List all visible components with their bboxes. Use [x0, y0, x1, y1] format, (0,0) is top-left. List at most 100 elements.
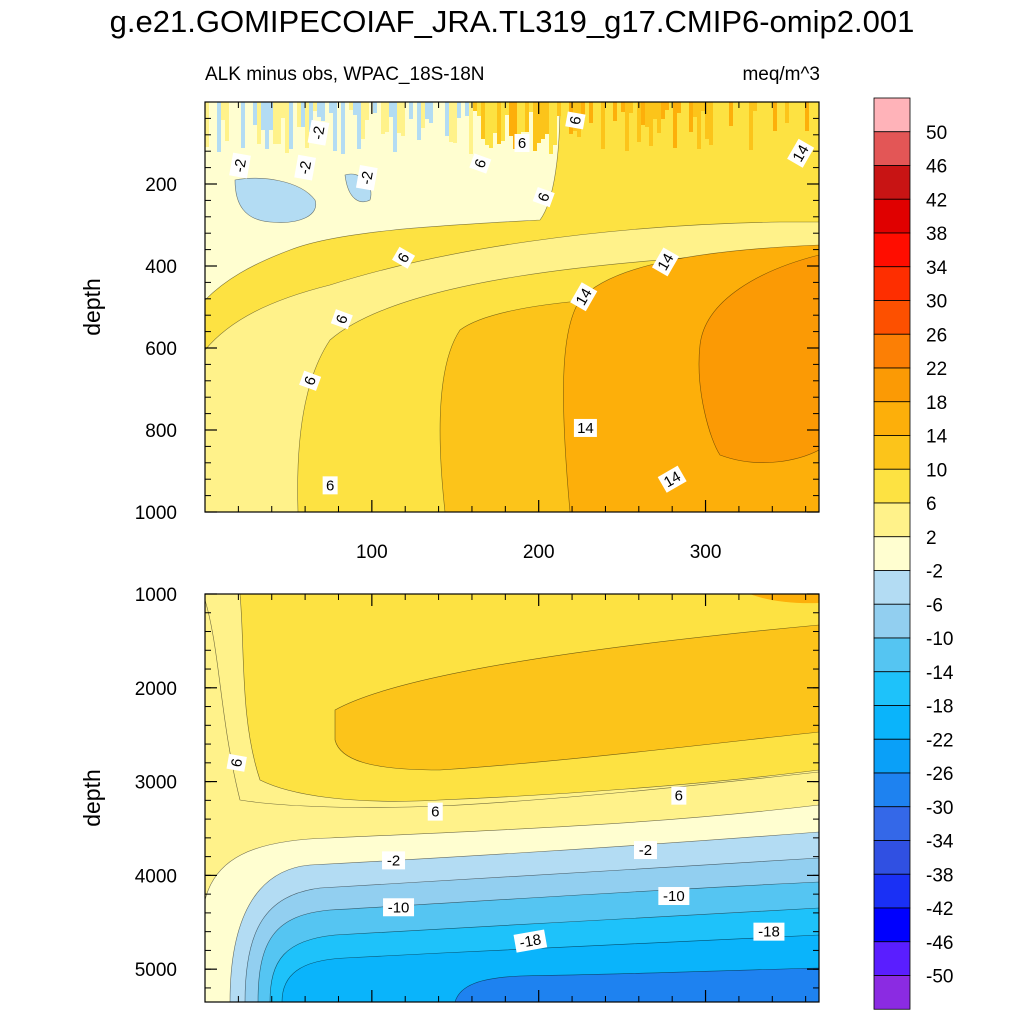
colorbar-swatch: [873, 637, 911, 673]
surface-cell: [417, 102, 421, 140]
surface-cell: [373, 102, 377, 113]
surface-cell: [281, 102, 285, 118]
surface-cell: [449, 102, 453, 142]
surface-cell: [513, 102, 517, 149]
surface-cell: [801, 102, 805, 147]
surface-cell: [465, 102, 469, 116]
lower-panel: 6 6 6 -2 -2 -10 -10 -18 -18 1000 2000 3000 4000 5000 d…: [79, 585, 820, 1003]
fill-band-neg26-neg22: [454, 967, 819, 1002]
surface-cell: [357, 102, 361, 149]
surface-cell: [657, 102, 661, 133]
y-tick-label: 800: [145, 421, 177, 442]
contour-label: -18: [753, 922, 785, 941]
surface-cell: [633, 102, 637, 117]
surface-cell: [617, 102, 621, 154]
surface-cell: [333, 102, 337, 151]
surface-cell: [477, 102, 481, 116]
contour-label: 6: [392, 246, 416, 269]
surface-cell: [309, 102, 313, 132]
contour-label-text: -18: [518, 931, 542, 952]
surface-cell: [241, 102, 245, 148]
contour-label: -2: [229, 152, 251, 179]
surface-cell: [485, 102, 489, 145]
surface-cell: [481, 102, 485, 139]
colorbar-swatch: [873, 975, 911, 1010]
surface-cell: [365, 102, 369, 120]
surface-cell: [265, 102, 269, 149]
surface-cell: [721, 102, 725, 148]
colorbar-label: -42: [926, 899, 953, 920]
surface-cell: [533, 102, 537, 151]
surface-cell: [301, 102, 305, 127]
colorbar-swatch: [873, 603, 911, 639]
colorbar-swatch: [873, 468, 911, 504]
surface-cell: [237, 102, 241, 150]
contour-label-bg: [657, 465, 687, 493]
surface-cell: [661, 102, 665, 119]
surface-cell: [773, 102, 777, 131]
contour-label: 14: [573, 418, 597, 437]
contour-label-text: -2: [358, 170, 377, 186]
surface-cell: [565, 102, 569, 119]
surface-cell: [321, 102, 325, 121]
contour-label: -10: [658, 887, 690, 906]
surface-cell: [441, 102, 445, 149]
contour-label-bg: [226, 753, 247, 772]
surface-cell: [521, 102, 525, 132]
surface-cell: [397, 102, 401, 133]
surface-cell: [433, 102, 437, 154]
contour-label-bg: [330, 309, 353, 330]
surface-cell: [493, 102, 497, 133]
contour-label-bg: [753, 922, 785, 941]
surface-cell: [793, 102, 797, 137]
surface-cell: [549, 102, 553, 154]
colorbar-swatch: [873, 671, 911, 706]
surface-cell: [677, 102, 681, 113]
contour-label-bg: [382, 851, 406, 870]
surface-cell: [777, 102, 781, 147]
surface-cell: [221, 102, 225, 120]
contour-label: 6: [514, 134, 530, 152]
contour-label-text: 14: [790, 142, 813, 165]
surface-cell: [429, 102, 433, 123]
surface-cell: [393, 102, 397, 152]
surface-cell: [457, 102, 461, 118]
surface-cell: [809, 102, 813, 111]
fill-band-18-22: [698, 254, 819, 463]
surface-cell: [317, 102, 321, 117]
y-tick-label: 200: [145, 175, 177, 196]
colorbar-label: -18: [926, 697, 953, 718]
colorbar-swatch: [873, 97, 911, 133]
x-tick-label: 100: [356, 542, 388, 563]
colorbar-label: -6: [926, 595, 943, 616]
surface-cell: [697, 102, 701, 149]
surface-cell: [785, 102, 789, 123]
contour-label-text: -2: [296, 160, 315, 176]
colorbar-label: 50: [926, 123, 947, 144]
y-tick-label: 1000: [135, 503, 177, 524]
upper-panel: -2 -2 -2 -2 6 6 6 6 14 6 6 6 6 14 14 14 14 200 400 600 800 10…: [79, 101, 820, 563]
contour-label: 6: [671, 786, 687, 805]
surface-cell: [337, 102, 341, 128]
surface-cell: [349, 102, 353, 110]
surface-cell: [637, 102, 641, 142]
fill-band-neg6-neg2-a: [234, 177, 317, 223]
colorbar-label: 26: [926, 325, 947, 346]
contour-label-text: 6: [675, 788, 683, 805]
surface-cell: [473, 102, 477, 111]
surface-cell: [361, 102, 365, 139]
surface-cell: [213, 102, 217, 125]
surface-cell: [581, 102, 585, 119]
contour-label: -2: [355, 164, 378, 191]
surface-cell: [489, 102, 493, 148]
surface-cell: [557, 102, 561, 116]
surface-cell: [461, 102, 465, 147]
contour-label-text: 14: [573, 286, 596, 309]
surface-cell: [545, 102, 549, 134]
contour-label-bg: [299, 370, 322, 391]
colorbar-label: -26: [926, 764, 953, 785]
surface-cell: [285, 102, 289, 153]
units-subtitle: meq/m^3: [742, 64, 820, 85]
